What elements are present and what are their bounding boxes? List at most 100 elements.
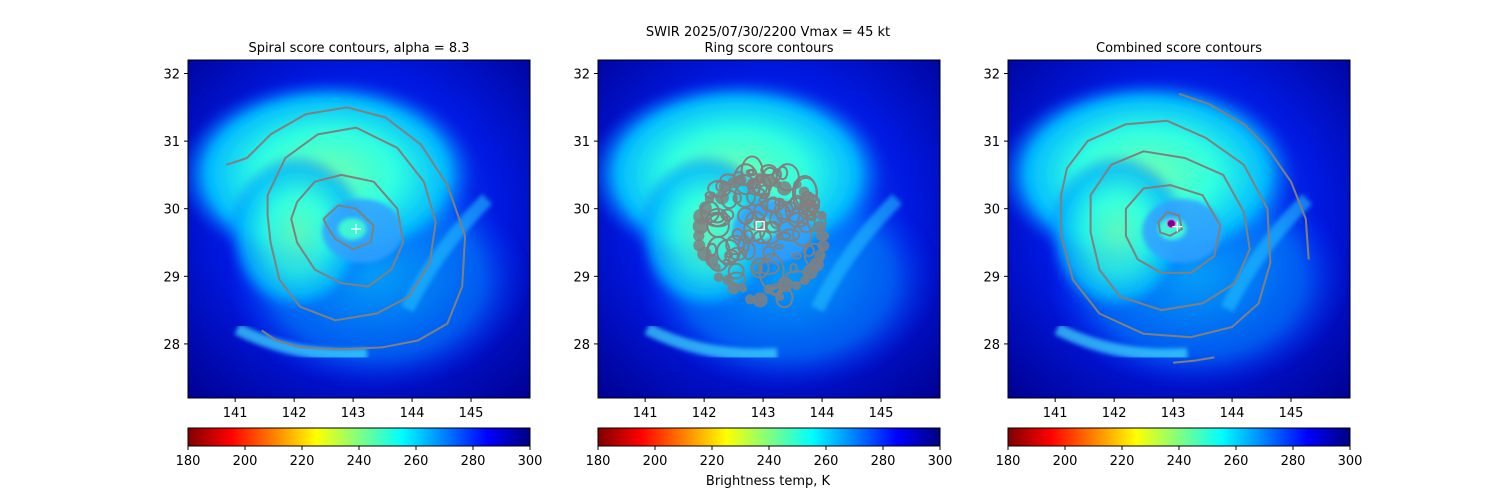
y-tick-label: 31 (573, 135, 590, 150)
y-tick-label: 30 (983, 203, 1000, 218)
ring-contour-blob (738, 284, 748, 293)
axes-frame (1007, 59, 1351, 399)
ring-contour (760, 197, 785, 213)
panel-spiral-score: Spiral score contours, alpha = 8.3 141 14… (163, 41, 542, 469)
colorbar-tick-label: 180 (176, 454, 201, 469)
colorbar-tick-label: 220 (290, 454, 315, 469)
ring-contour-blob (811, 203, 820, 212)
colorbar-label: Brightness temp, K (706, 474, 831, 489)
colorbar-tick-label: 260 (814, 454, 839, 469)
colorbar-tick-label: 260 (404, 454, 429, 469)
ring-contour-blob (777, 276, 793, 293)
center-marker-square (755, 220, 765, 231)
colorbar-tick-label: 220 (700, 454, 725, 469)
ring-contour (762, 245, 776, 260)
ring-contour-blob (699, 201, 712, 215)
x-tick-label: 142 (1102, 406, 1127, 421)
x-tick-label: 141 (633, 406, 658, 421)
ring-contour-blob (775, 292, 785, 302)
ring-contour (780, 228, 801, 242)
contour-c3 (1089, 150, 1251, 312)
y-tick-label: 29 (573, 270, 590, 285)
contour-c1 (1157, 211, 1183, 237)
contour-c6 (1173, 356, 1215, 364)
colorbar-tick-label: 200 (1053, 454, 1078, 469)
ring-contour-blob (727, 177, 739, 189)
colorbar-tick-label: 200 (643, 454, 668, 469)
ring-contour (791, 252, 803, 260)
ring-contour-blob (727, 281, 740, 295)
ring-contour (728, 246, 748, 261)
ring-contour (731, 228, 744, 241)
colorbar-tick-label: 300 (928, 454, 953, 469)
ring-contour-blob (802, 264, 818, 280)
center-marker-dot (1166, 219, 1176, 229)
ring-contour-blob (713, 272, 724, 283)
ring-contour (741, 241, 756, 261)
ring-contour-blob (737, 175, 747, 185)
contour-c1 (322, 204, 375, 251)
x-tick-label: 144 (1220, 406, 1245, 421)
x-tick-label: 145 (869, 406, 894, 421)
contour-c3 (266, 126, 437, 322)
ring-contour (777, 165, 789, 181)
colorbar (597, 427, 941, 447)
south-rainband (1054, 323, 1188, 361)
x-tick-label: 141 (223, 406, 248, 421)
x-tick-label: 142 (692, 406, 717, 421)
ring-contour (802, 244, 815, 258)
south-rainband (234, 323, 368, 361)
west-cloud-mass (1047, 154, 1188, 314)
ring-contour-blob (722, 274, 734, 286)
satellite-image (1008, 60, 1350, 398)
colorbar-tick-label: 240 (1167, 454, 1192, 469)
x-tick-label: 143 (341, 406, 366, 421)
ring-contour-blob (745, 294, 756, 305)
ring-contour (727, 262, 745, 280)
y-tick-label: 28 (163, 338, 180, 353)
ring-contour-blob (818, 231, 828, 241)
y-tick-label: 32 (163, 68, 180, 83)
ring-contour-blob (777, 181, 792, 196)
figure-suptitle: SWIR 2025/07/30/2200 Vmax = 45 kt (646, 25, 890, 40)
y-tick-label: 29 (163, 270, 180, 285)
center-marker-plus (1172, 221, 1183, 232)
ring-contour-blob (704, 194, 715, 204)
south-rainband (644, 323, 778, 361)
y-tick-label: 31 (163, 135, 180, 150)
ring-contour-blob (800, 275, 810, 286)
ring-contour (750, 257, 770, 279)
ring-contour-blob (814, 220, 826, 232)
x-tick-label: 143 (1161, 406, 1186, 421)
ring-contour-blob (762, 174, 776, 188)
ring-contour-blob (747, 178, 756, 187)
ring-contour-blob (752, 292, 768, 308)
ring-contour (757, 260, 780, 275)
panel-title: Ring score contours (704, 41, 833, 56)
y-tick-label: 29 (983, 270, 1000, 285)
ring-contour-blob (791, 281, 802, 291)
x-tick-label: 142 (282, 406, 307, 421)
x-tick-label: 145 (1279, 406, 1304, 421)
ring-contour (753, 203, 768, 220)
colorbar-tick-label: 180 (586, 454, 611, 469)
ring-contour (792, 221, 813, 247)
contour-c5 (1060, 119, 1272, 339)
ring-contour (745, 169, 755, 176)
ring-contour (734, 182, 757, 209)
y-tick-label: 28 (573, 338, 590, 353)
ring-contour-blob (817, 239, 830, 252)
colorbar-tick-label: 280 (871, 454, 896, 469)
x-tick-label: 145 (459, 406, 484, 421)
ring-contour-blob (793, 180, 802, 189)
colorbar-tick-label: 240 (347, 454, 372, 469)
contour-c4 (225, 106, 467, 351)
colorbar-tick-label: 200 (233, 454, 258, 469)
ring-contour-blob (718, 180, 731, 193)
ring-contour-blob (693, 239, 706, 252)
contour-c2 (1124, 184, 1222, 274)
colorbar-tick-label: 240 (757, 454, 782, 469)
y-tick-label: 28 (983, 338, 1000, 353)
x-tick-label: 144 (810, 406, 835, 421)
ring-contour-blob (817, 210, 827, 221)
